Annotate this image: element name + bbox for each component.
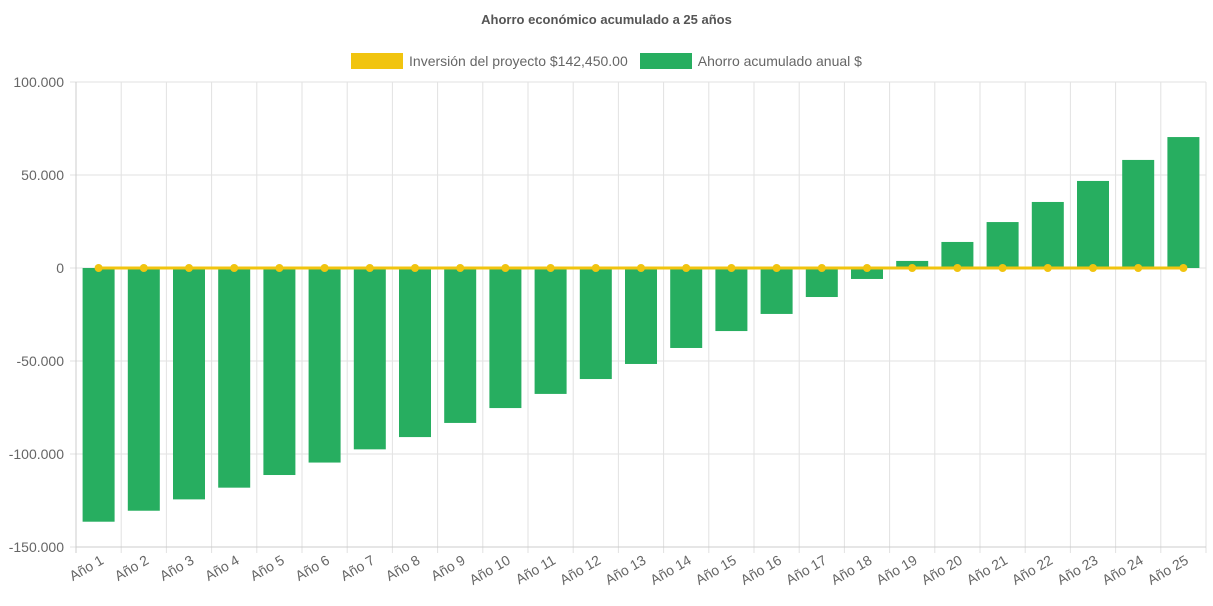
bar-Año-25 (1167, 137, 1200, 268)
x-tick-label: Año 7 (338, 552, 378, 584)
bar-Año-11 (534, 268, 567, 394)
x-tick-label: Año 20 (918, 552, 965, 588)
bar-Año-20 (941, 241, 974, 268)
x-tick-label: Año 13 (602, 552, 649, 588)
bar-Año-24 (1122, 159, 1155, 268)
legend-label-investment: Inversión del proyecto $142,450.00 (409, 53, 628, 69)
bar-Año-18 (851, 268, 883, 279)
bar-Año-4 (218, 268, 251, 488)
investment-point (817, 264, 826, 272)
x-tick-label: Año 23 (1054, 552, 1101, 588)
x-tick-label: Año 1 (66, 552, 106, 584)
legend-label-savings: Ahorro acumulado anual $ (697, 53, 862, 69)
y-tick-label: 50.000 (21, 167, 64, 183)
investment-point (185, 264, 193, 272)
bar-Año-12 (579, 268, 612, 380)
bar-Año-14 (670, 268, 703, 348)
y-tick-label: 100.000 (13, 74, 64, 90)
investment-point (998, 264, 1007, 272)
x-tick-label: Año 10 (466, 552, 513, 588)
investment-point (1043, 264, 1052, 272)
bar-Año-13 (625, 268, 657, 364)
investment-point (727, 264, 736, 272)
legend-item-investment[interactable]: Inversión del proyecto $142,450.00 (351, 53, 628, 69)
legend-item-savings[interactable]: Ahorro acumulado anual $ (639, 53, 862, 69)
bar-Año-10 (489, 268, 522, 409)
x-tick-label: Año 24 (1099, 552, 1146, 588)
x-tick-label: Año 18 (828, 552, 875, 588)
x-tick-label: Año 3 (157, 552, 197, 584)
investment-point (94, 264, 103, 272)
x-tick-label: Año 21 (964, 552, 1011, 588)
bar-Año-21 (986, 222, 1019, 268)
chart-title: Ahorro económico acumulado a 25 años (481, 12, 732, 27)
investment-point (365, 264, 374, 272)
x-tick-label: Año 19 (873, 552, 920, 588)
bar-Año-22 (1031, 201, 1064, 268)
investment-point (637, 264, 645, 272)
bar-Año-1 (82, 268, 115, 522)
bar-Año-5 (263, 268, 296, 476)
bar-Año-7 (353, 268, 386, 450)
bar-Año-15 (715, 268, 748, 332)
investment-point (908, 264, 917, 272)
investment-point (546, 264, 555, 272)
investment-point (501, 264, 510, 272)
bar-Año-6 (308, 268, 341, 463)
x-tick-label: Año 22 (1009, 552, 1056, 588)
x-tick-label: Año 4 (202, 552, 242, 584)
bar-Año-8 (399, 268, 431, 438)
investment-point (953, 264, 962, 272)
investment-point (682, 264, 691, 272)
y-tick-label: -100.000 (9, 446, 64, 462)
investment-point (863, 264, 871, 272)
investment-point (591, 264, 600, 272)
legend-swatch-savings (639, 53, 692, 69)
legend: Inversión del proyecto $142,450.00 Ahorr… (0, 53, 1213, 69)
investment-point (230, 264, 239, 272)
bar-Año-16 (760, 268, 793, 314)
bar-Año-2 (127, 268, 160, 511)
investment-point (1134, 264, 1143, 272)
investment-point (772, 264, 781, 272)
bar-Año-9 (444, 268, 477, 423)
x-tick-label: Año 16 (738, 552, 785, 588)
x-tick-label: Año 15 (692, 552, 739, 588)
x-tick-label: Año 25 (1144, 552, 1191, 588)
legend-swatch-investment (351, 53, 404, 69)
investment-point (1179, 264, 1188, 272)
investment-point (456, 264, 465, 272)
investment-point (320, 264, 329, 272)
investment-point (275, 264, 284, 272)
y-tick-label: -150.000 (9, 539, 64, 555)
bar-Año-23 (1077, 180, 1109, 268)
investment-point (411, 264, 419, 272)
x-tick-label: Año 14 (647, 552, 694, 588)
x-tick-label: Año 11 (513, 552, 559, 588)
x-tick-label: Año 2 (112, 552, 152, 584)
y-tick-label: 0 (56, 260, 64, 276)
investment-point (139, 264, 148, 272)
x-tick-label: Año 8 (383, 552, 423, 584)
x-tick-label: Año 12 (557, 552, 604, 588)
investment-point (1089, 264, 1097, 272)
bar-Año-17 (805, 268, 838, 298)
x-tick-label: Año 9 (428, 552, 468, 584)
x-tick-label: Año 17 (783, 552, 830, 588)
y-tick-label: -50.000 (17, 353, 65, 369)
x-tick-label: Año 5 (247, 552, 287, 584)
x-tick-label: Año 6 (292, 552, 332, 584)
bar-Año-3 (173, 268, 205, 500)
